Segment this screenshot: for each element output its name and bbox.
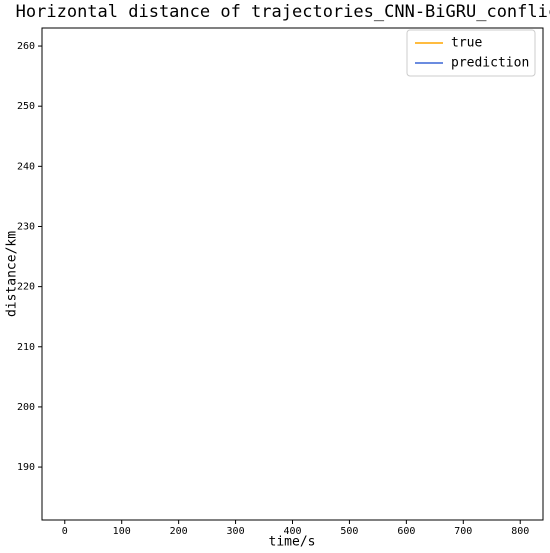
x-tick-label: 0	[62, 526, 68, 537]
y-tick-label: 250	[17, 101, 35, 112]
x-tick-label: 200	[170, 526, 188, 537]
legend-label: true	[451, 36, 482, 51]
y-tick-label: 200	[17, 402, 35, 413]
y-tick-label: 210	[17, 342, 35, 353]
x-axis-label: time/s	[269, 535, 316, 550]
y-tick-label: 260	[17, 41, 35, 52]
x-tick-label: 800	[511, 526, 529, 537]
x-tick-label: 700	[454, 526, 472, 537]
x-tick-label: 600	[397, 526, 415, 537]
x-tick-label: 400	[283, 526, 301, 537]
legend-box	[406, 29, 536, 77]
plot-frame	[41, 27, 544, 521]
x-tick-label: 100	[113, 526, 131, 537]
x-tick-label: 500	[340, 526, 358, 537]
x-tick-label: 300	[227, 526, 245, 537]
y-axis-label: distance/km	[5, 231, 20, 317]
y-tick-label: 240	[17, 161, 35, 172]
y-tick-label: 230	[17, 221, 35, 232]
y-tick-label: 220	[17, 282, 35, 293]
legend-label: prediction	[451, 56, 529, 71]
chart-title: Horizontal distance of trajectories_CNN-…	[16, 2, 550, 22]
y-tick-label: 190	[17, 462, 35, 473]
